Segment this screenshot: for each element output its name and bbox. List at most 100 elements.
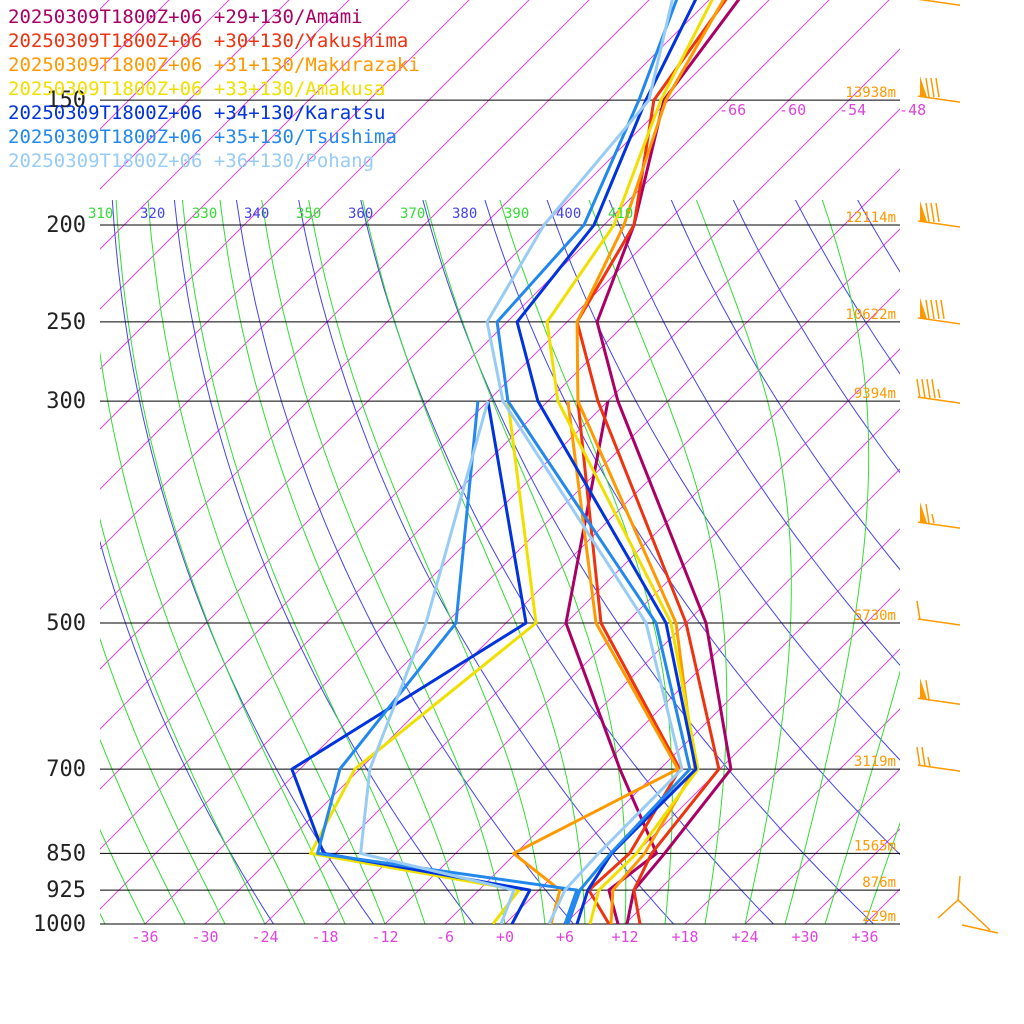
wind-barb-flag	[925, 299, 930, 320]
axis-labels: 100150200250300500700850925100016407m139…	[33, 85, 926, 946]
wind-barb-flag	[925, 503, 930, 524]
wind-barb	[917, 297, 961, 325]
moist-adiabat	[588, 200, 728, 924]
wind-barbs	[916, 0, 999, 934]
wind-barb-flag	[930, 202, 935, 223]
moist-adiabat	[147, 200, 386, 924]
wind-barb-flag	[940, 299, 945, 320]
moist-adiabat	[864, 821, 900, 924]
temperature-tick-label: +18	[671, 928, 698, 946]
temperature-tick-label: -24	[251, 928, 278, 946]
wind-barb-flag	[935, 202, 940, 223]
temperature-tick-label: +0	[496, 928, 514, 946]
wind-barb-flag	[925, 680, 930, 700]
theta-label: 380	[452, 206, 477, 222]
isotherm	[864, 888, 900, 924]
dry-adiabat	[857, 200, 900, 273]
isotherm	[264, 288, 900, 924]
temperature-tick-label: -6	[436, 928, 454, 946]
dewpoint-profile	[512, 400, 680, 924]
pressure-label: 700	[46, 757, 86, 782]
pressure-label: 1000	[33, 912, 86, 937]
moist-adiabat	[115, 200, 346, 924]
pressure-label: 500	[46, 611, 86, 636]
isotherm	[444, 468, 900, 924]
wind-barb	[917, 76, 961, 103]
wind-barb-flag	[921, 378, 926, 399]
temperature-profile	[515, 0, 698, 924]
isotherm	[100, 0, 890, 790]
moist-adiabat	[181, 200, 426, 924]
dry-adiabat	[100, 540, 275, 924]
wind-barb-staff	[957, 899, 991, 931]
wind-barb-staff	[957, 875, 961, 901]
isotherm	[804, 828, 900, 924]
isotherm	[100, 108, 900, 910]
wind-barb	[917, 678, 961, 705]
height-label: 1565m	[854, 838, 896, 854]
legend-entry: 20250309T1800Z+06 +34+130/Karatsu	[8, 102, 386, 124]
dewpoint-profile	[290, 400, 532, 924]
height-label: 9394m	[854, 386, 896, 402]
wind-barb	[937, 875, 999, 934]
isotherm	[204, 228, 900, 924]
wind-barb-flag	[916, 378, 921, 399]
theta-label: 410	[608, 206, 633, 222]
pressure-label: 850	[46, 841, 86, 866]
temperature-tick-label-upper: -48	[899, 101, 926, 119]
dewpoint-profile	[359, 400, 516, 924]
isotherm	[744, 768, 900, 924]
temperature-tick-label-upper: -60	[779, 101, 806, 119]
sounding-profiles	[290, 0, 741, 924]
moist-adiabat	[905, 0, 1024, 924]
isobar-lines	[100, 99, 900, 925]
theta-label: 400	[556, 206, 581, 222]
temperature-tick-label: -36	[131, 928, 158, 946]
legend-entry: 20250309T1800Z+06 +36+130/Pohang	[8, 150, 374, 172]
wind-barb-pennant	[920, 201, 927, 222]
isotherm	[925, 0, 1024, 924]
isotherm	[684, 708, 900, 924]
wind-barb	[917, 502, 961, 529]
dewpoint-profile	[316, 400, 579, 924]
temperature-tick-label: +6	[556, 928, 574, 946]
height-label: 876m	[862, 875, 896, 891]
temperature-profile	[545, 0, 714, 924]
wind-barb-pennant	[920, 76, 927, 98]
height-label: 13938m	[845, 85, 896, 101]
wind-barb-flag	[961, 924, 999, 934]
temperature-profile	[485, 0, 684, 924]
wind-barb-half-flag	[931, 513, 935, 524]
legend-entry: 20250309T1800Z+06 +29+130/Amami	[8, 6, 363, 28]
legend-entry: 20250309T1800Z+06 +31+130/Makurazaki	[8, 54, 420, 76]
dry-adiabat	[484, 200, 900, 856]
dry-adiabat	[930, 0, 1024, 945]
wind-barb-flag	[916, 746, 921, 767]
isotherm	[100, 0, 530, 430]
temperature-profile	[495, 0, 692, 924]
isotherm	[100, 0, 410, 310]
legend-entry: 20250309T1800Z+06 +30+130/Yakushima	[8, 30, 408, 52]
isotherm	[100, 0, 770, 670]
wind-barb-flag	[931, 378, 936, 399]
wind-barb-half-flag	[927, 756, 931, 767]
isotherm	[100, 0, 590, 490]
wind-barb-pennant	[920, 678, 927, 700]
theta-label: 310	[88, 206, 113, 222]
moist-adiabat	[100, 828, 146, 924]
wind-barb-flag	[935, 299, 940, 320]
wind-barb	[917, 201, 961, 228]
dry-adiabat	[830, 0, 1024, 945]
temperature-profile	[595, 0, 741, 924]
wind-barb-flag	[937, 899, 959, 919]
temperature-tick-label: -30	[191, 928, 218, 946]
pressure-label: 150	[46, 88, 86, 113]
wind-barb-flag	[921, 746, 926, 767]
wind-barb-pennant	[920, 297, 927, 319]
height-label: 5730m	[854, 608, 896, 624]
wind-barb	[918, 0, 961, 6]
moist-adiabat	[100, 350, 306, 924]
theta-label: 330	[192, 206, 217, 222]
temperature-tick-label: +30	[791, 928, 818, 946]
